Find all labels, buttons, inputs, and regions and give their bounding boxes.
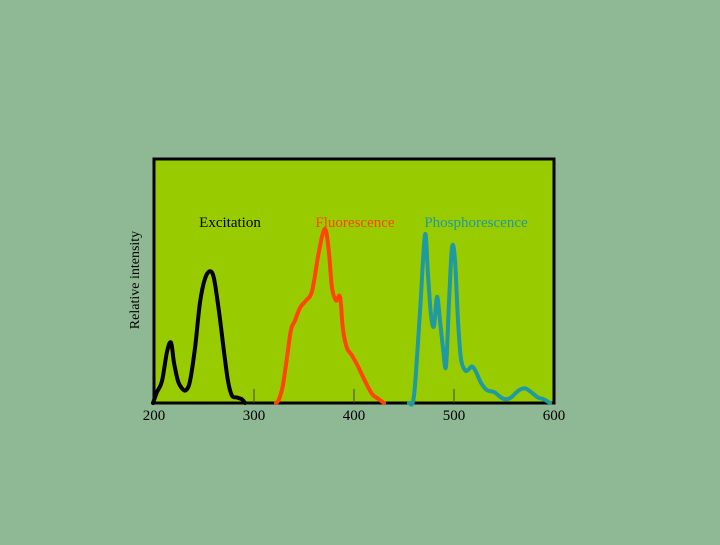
series-line-phosphorescence: [407, 232, 552, 407]
series-line-excitation: [151, 269, 247, 405]
series-labels: Excitation Fluorescence Phosphorescence: [199, 215, 528, 231]
series-label-excitation: Excitation: [199, 215, 261, 231]
series-label-phosphorescence: Phosphorescence: [424, 215, 528, 231]
x-tick-label: 600: [543, 408, 566, 424]
x-tick-label: 200: [143, 408, 166, 424]
x-tick-labels: 200 300 400 500 600: [143, 408, 566, 424]
series-label-fluorescence: Fluorescence: [315, 215, 394, 231]
y-axis-label: Relative intensity: [128, 231, 143, 329]
x-tick-label: 300: [243, 408, 266, 424]
series-line-fluorescence: [274, 226, 386, 405]
x-tick-marks: [253, 389, 455, 403]
series-lines: [151, 226, 552, 407]
x-tick-label: 400: [343, 408, 366, 424]
x-tick-label: 500: [443, 408, 466, 424]
